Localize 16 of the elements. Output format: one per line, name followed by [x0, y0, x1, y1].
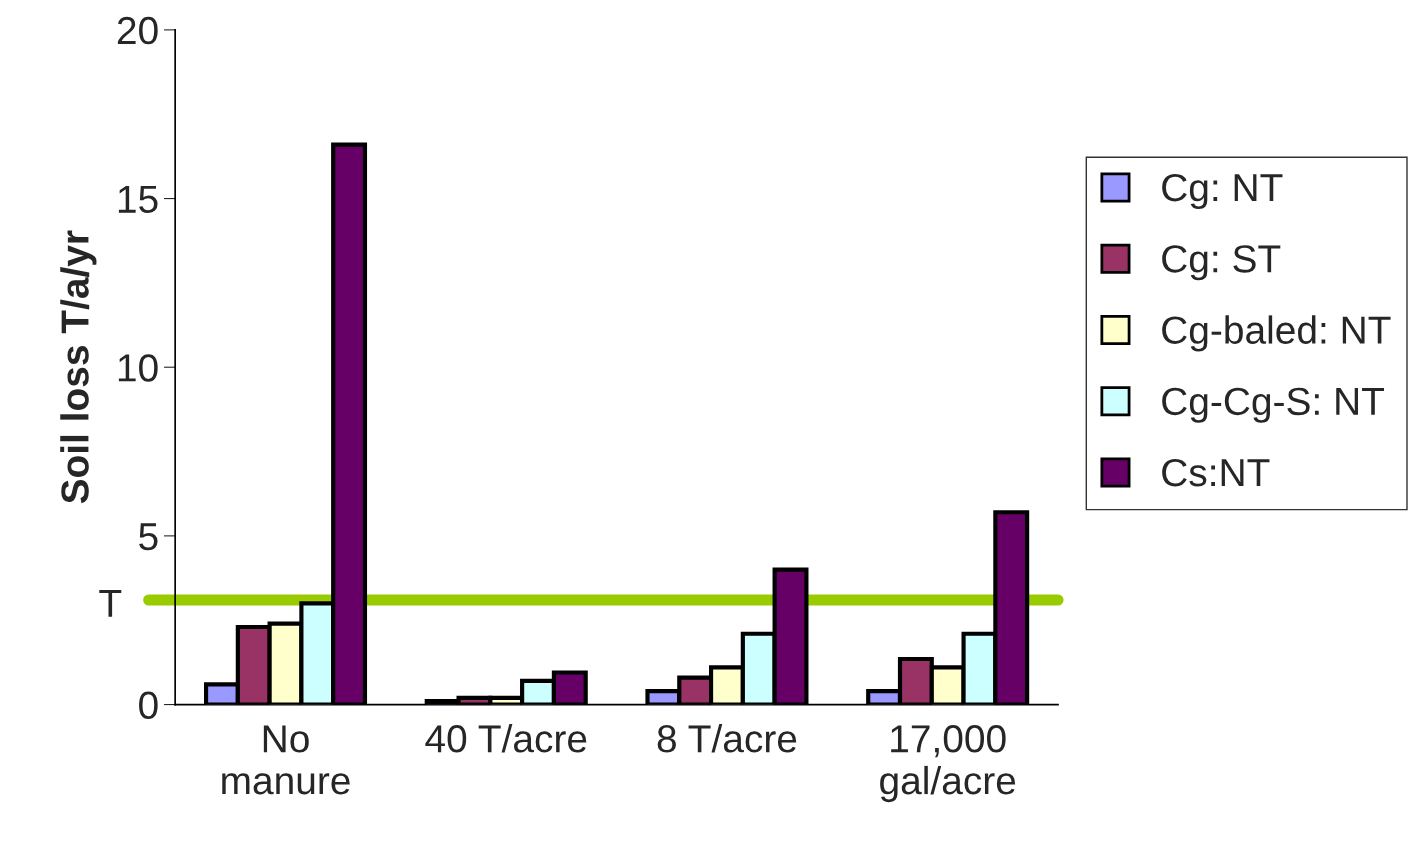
y-tick-label: 20 — [117, 16, 158, 45]
y-tick-label: 0 — [139, 691, 158, 720]
ref-line-label: T — [99, 590, 122, 617]
y-tick-label: 15 — [118, 185, 158, 214]
legend-label: Cg-Cg-S: NT — [1162, 387, 1385, 423]
y-tick-label: 5 — [139, 523, 158, 551]
legend-label: Cg-baled: NT — [1162, 315, 1391, 352]
x-tick-label: No manure — [222, 725, 350, 795]
legend-label: Cs:NT — [1162, 458, 1270, 487]
x-tick-label: 40 T/acre — [425, 723, 587, 753]
legend-label: Cg: NT — [1162, 173, 1283, 210]
y-axis-title: Soil loss T/a/yr — [60, 230, 97, 504]
x-tick-label: 8 T/acre — [657, 723, 797, 753]
legend-label: Cg: ST — [1162, 245, 1281, 281]
x-tick-label: 17,000 gal/acre — [880, 725, 1016, 803]
y-tick-label: 10 — [118, 354, 158, 382]
